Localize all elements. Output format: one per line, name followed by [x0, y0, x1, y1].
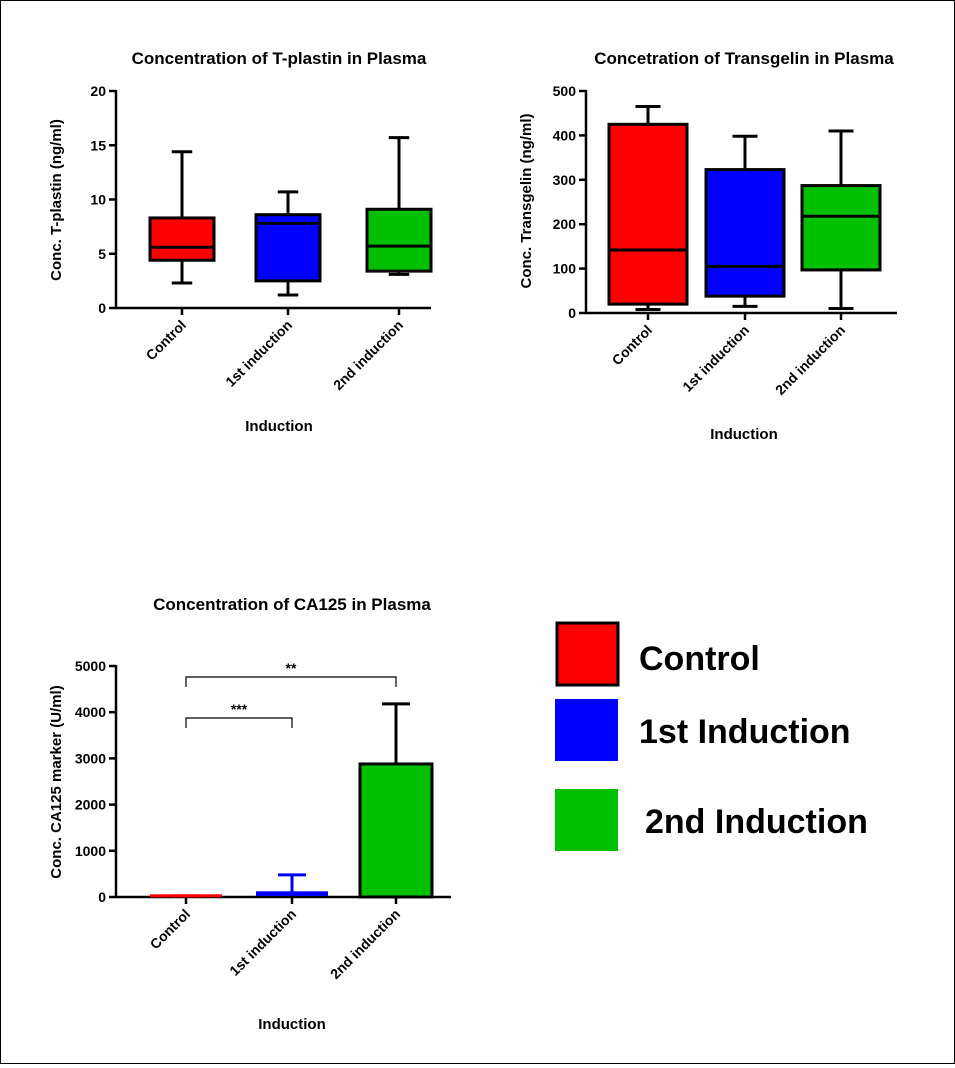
bar-body [150, 894, 222, 898]
y-tick-label: 1000 [75, 843, 106, 859]
x-axis-label: Induction [710, 426, 778, 443]
chart-title: Concentration of T-plastin in Plasma [132, 49, 427, 68]
y-tick-label: 4000 [75, 704, 106, 720]
x-tick-label-control: Control [143, 317, 190, 364]
y-axis-label: Conc. CA125 marker (U/ml) [48, 685, 65, 878]
legend-label-1st-induction: 1st Induction [639, 713, 851, 751]
box-control [148, 150, 216, 285]
bar-control [150, 894, 222, 898]
bar-1st-induction [256, 873, 328, 896]
x-axis-label: Induction [245, 418, 313, 435]
x-axis-label: Induction [258, 1016, 326, 1033]
box-body [365, 207, 433, 273]
box-body [254, 213, 322, 283]
x-tick-label-control: Control [147, 906, 194, 953]
significance-label: *** [231, 701, 248, 717]
bar-2nd-induction [358, 702, 434, 899]
x-tick-label-2nd-induction: 2nd induction [330, 317, 406, 393]
chart-title: Concetration of Transgelin in Plasma [594, 49, 894, 68]
legend-label-2nd-induction: 2nd Induction [645, 803, 868, 841]
y-tick-label: 20 [90, 83, 106, 99]
bar-body [256, 891, 328, 896]
box-1st-induction [254, 190, 322, 297]
box-2nd-induction [800, 129, 882, 311]
bar-body [358, 762, 434, 899]
legend-swatch-1st-induction [555, 699, 618, 761]
box-body [800, 184, 882, 272]
chart-transgelin: Concetration of Transgelin in Plasma Con… [518, 49, 897, 443]
x-tick-label-1st-induction: 1st induction [679, 322, 752, 395]
box-control [607, 105, 689, 311]
significance-bracket: ** [185, 660, 397, 687]
box-body [704, 168, 786, 298]
chart-title: Concentration of CA125 in Plasma [153, 595, 431, 614]
y-tick-label: 2000 [75, 797, 106, 813]
y-axis-label: Conc. T-plastin (ng/ml) [48, 119, 65, 281]
x-tick-label-1st-induction: 1st induction [226, 906, 299, 979]
y-tick-label: 10 [90, 192, 106, 208]
y-tick-label: 0 [98, 300, 106, 316]
box-1st-induction [704, 134, 786, 308]
x-tick-label-2nd-induction: 2nd induction [772, 322, 848, 398]
y-tick-label: 300 [553, 172, 577, 188]
plot-area: 0 5 10 15 20 Control 1st induction 2nd inductio… [90, 83, 433, 393]
legend: Control 1st Induction 2nd Induction [555, 621, 868, 851]
significance-label: ** [286, 660, 297, 676]
y-tick-label: 3000 [75, 750, 106, 766]
y-tick-label: 200 [553, 216, 577, 232]
legend-swatch-2nd-induction [555, 789, 618, 851]
y-tick-label: 15 [90, 137, 106, 153]
chart-ca125: Concentration of CA125 in Plasma Conc. C… [48, 595, 451, 1033]
y-axis-label: Conc. Transgelin (ng/ml) [518, 113, 535, 288]
box-body [148, 216, 216, 262]
plot-area: 0 100 200 300 400 500 Control 1st induction 2nd … [553, 83, 897, 398]
bracket-line [185, 717, 293, 728]
y-tick-label: 5000 [75, 658, 106, 674]
y-tick-label: 0 [568, 305, 576, 321]
legend-swatch-control [555, 621, 620, 687]
box-2nd-induction [365, 136, 433, 276]
x-tick-label-1st-induction: 1st induction [222, 317, 295, 390]
bracket-line [185, 676, 397, 687]
y-tick-label: 0 [98, 889, 106, 905]
x-tick-label-2nd-induction: 2nd induction [327, 906, 403, 982]
legend-label-control: Control [639, 640, 760, 678]
x-tick-label-control: Control [609, 322, 656, 369]
y-tick-label: 100 [553, 261, 577, 277]
y-tick-label: 5 [98, 246, 106, 262]
box-body [607, 122, 689, 306]
y-tick-label: 400 [553, 127, 577, 143]
significance-bracket: *** [185, 701, 293, 728]
y-tick-label: 500 [553, 83, 577, 99]
chart-tplastin: Concentration of T-plastin in Plasma Con… [48, 49, 433, 435]
plot-area: 0 1000 2000 3000 4000 5000 Control 1st inductio… [75, 658, 451, 982]
